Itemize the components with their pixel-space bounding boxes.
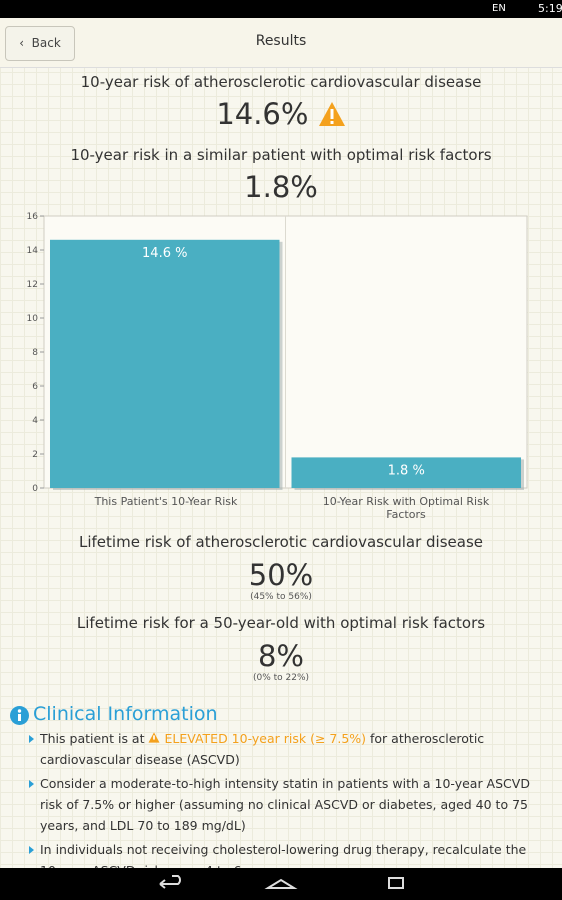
section-heading: Clinical Information xyxy=(33,703,218,725)
info-icon xyxy=(10,706,29,725)
bullet xyxy=(29,780,34,788)
bar xyxy=(50,239,280,488)
navigation-bar xyxy=(0,868,562,900)
list-item: This patient is at ELEVATED 10-year risk… xyxy=(40,728,540,770)
item-text: for atherosclerotic cardiovascular disea… xyxy=(40,731,485,767)
section-title: 10-year risk in a similar patient with o… xyxy=(70,146,492,164)
risk-value: 14.6% xyxy=(0,97,562,131)
page-title: Results xyxy=(255,33,307,49)
back-button[interactable]: ‹ Back xyxy=(5,26,75,61)
bar-chart: 0 2 4 6 8 10 12 14 16 14.6 % 1.8 % xyxy=(27,212,528,494)
value-text: 14.6% xyxy=(216,97,309,131)
highlight-text: ELEVATED 10-year risk (≥ 7.5%) xyxy=(164,731,367,746)
language: EN xyxy=(492,3,506,14)
bar xyxy=(291,457,521,488)
y-tick-label: 16 xyxy=(27,212,39,222)
y-tick-label: 8 xyxy=(32,348,38,358)
item-text: This patient is at xyxy=(40,731,149,746)
y-tick-label: 12 xyxy=(27,280,38,290)
home-icon[interactable] xyxy=(264,878,298,889)
y-tick-label: 2 xyxy=(32,450,38,460)
risk-range: (45% to 56%) xyxy=(250,592,312,602)
risk-value: 1.8% xyxy=(244,170,318,204)
warning-icon xyxy=(148,732,160,743)
value-label: 14.6 % xyxy=(142,246,187,261)
bullet xyxy=(29,735,34,743)
warning-icon xyxy=(318,102,345,126)
back-label[interactable]: Back xyxy=(31,36,61,50)
section-title: Lifetime risk of atherosclerotic cardiov… xyxy=(79,533,483,551)
y-tick-label: 0 xyxy=(32,484,38,494)
y-tick-label: 4 xyxy=(32,416,38,426)
clock: 5:19 xyxy=(538,2,562,15)
section-title: 10-year risk of atherosclerotic cardiova… xyxy=(80,73,482,91)
list-item: Consider a moderate-to-high intensity st… xyxy=(40,776,530,833)
risk-value: 8% xyxy=(257,639,304,673)
x-tick-label: 10-Year Risk with Optimal Risk Factors xyxy=(322,495,490,521)
section-title: Lifetime risk for a 50-year-old with opt… xyxy=(76,614,486,632)
header: ‹ Back Results xyxy=(0,18,562,68)
value-label: 1.8 % xyxy=(388,463,425,478)
bullet xyxy=(29,846,34,854)
x-tick-label: This Patient's 10-Year Risk xyxy=(94,495,238,508)
y-tick-label: 10 xyxy=(27,314,39,324)
risk-range: (0% to 22%) xyxy=(252,673,310,683)
y-tick-label: 14 xyxy=(27,246,39,256)
risk-value: 50% xyxy=(248,558,314,592)
recents-icon[interactable] xyxy=(388,877,404,889)
back-icon[interactable] xyxy=(159,875,181,889)
nav-icons xyxy=(159,875,404,889)
y-tick-label: 6 xyxy=(32,382,38,392)
status-bar: EN 5:19 xyxy=(0,0,562,18)
